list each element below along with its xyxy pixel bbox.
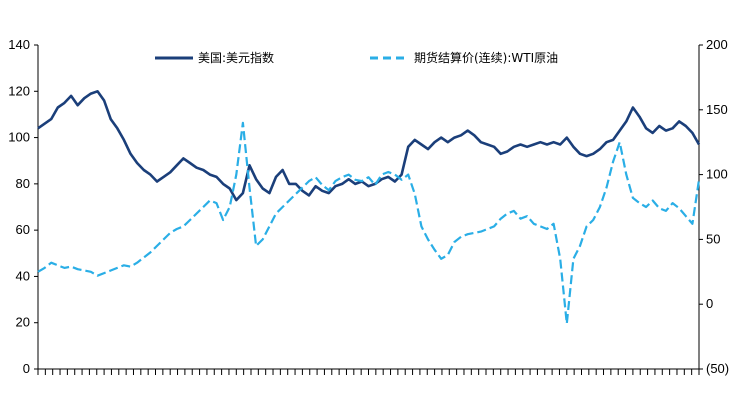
series-line-dollar-index: [37, 90, 701, 202]
right-tick-label: 200: [706, 37, 728, 52]
left-tick-label: 100: [8, 130, 30, 145]
left-tick-label: 20: [16, 315, 30, 330]
legend: 美国:美元指数 期货结算价(连续):WTI原油: [155, 50, 558, 65]
left-tick-label: 0: [23, 361, 30, 376]
left-tick-label: 40: [16, 268, 30, 283]
right-tick-label: 0: [706, 296, 713, 311]
left-tick-label: 80: [16, 176, 30, 191]
series-layer: [37, 90, 701, 325]
right-tick-label: 100: [706, 167, 728, 182]
legend-label-wti: 期货结算价(连续):WTI原油: [414, 50, 558, 65]
right-tick-label: (50): [706, 361, 729, 376]
legend-label-dollar-index: 美国:美元指数: [198, 50, 274, 65]
right-tick-label: 50: [706, 231, 720, 246]
series-line-wti: [37, 121, 701, 325]
axes-layer: 0 20 40 60 80 100 120 140 (50) 0 50 100 150 200: [8, 37, 729, 376]
left-tick-label: 140: [8, 37, 30, 52]
left-tick-label: 60: [16, 222, 30, 237]
right-tick-label: 150: [706, 102, 728, 117]
left-tick-label: 120: [8, 83, 30, 98]
